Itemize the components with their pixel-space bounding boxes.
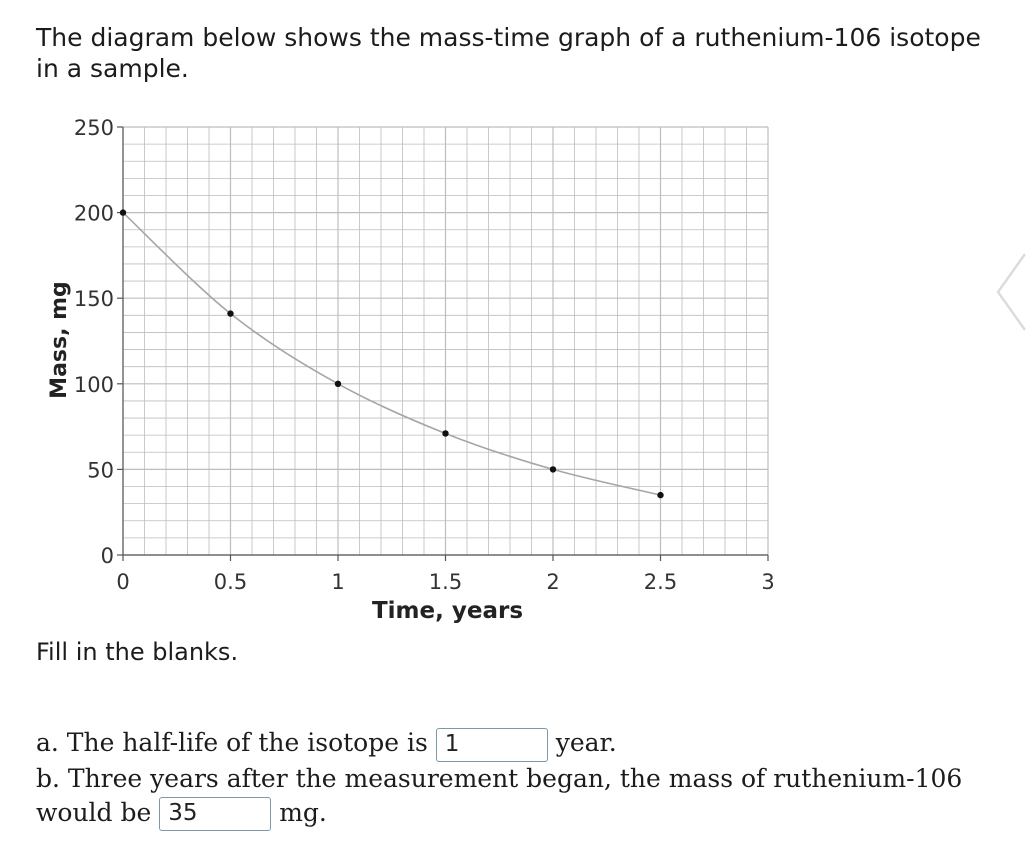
x-tick-label: 2 (546, 570, 559, 594)
part-a-text: a. The half-life of the isotope is (36, 728, 428, 757)
chart-axes (117, 126, 769, 561)
part-a-unit: year. (555, 728, 617, 757)
data-point (442, 430, 449, 437)
part-a: a. The half-life of the isotope is 1 yea… (36, 726, 1011, 762)
data-point (334, 380, 342, 387)
part-b-unit: mg. (279, 797, 327, 827)
x-axis-title: Time, years (372, 598, 523, 624)
x-tick-label: 2.5 (644, 570, 677, 594)
x-tick-label: 1 (331, 570, 344, 594)
mass-answer-input[interactable]: 35 (159, 797, 272, 831)
y-axis-title: Mass, mg (47, 281, 72, 399)
y-tick-label: 100 (74, 373, 114, 397)
part-b: b. Three years after the measurement beg… (36, 762, 1011, 831)
mass-time-chart: 0 50 100 150 200 250 0 0.5 1 1.5 2 2.5 3 Time, years M… (47, 116, 775, 624)
y-tick-label: 0 (101, 544, 114, 568)
x-tick-label: 0.5 (214, 570, 247, 594)
y-tick-label: 250 (74, 116, 114, 140)
question-parts: a. The half-life of the isotope is 1 yea… (36, 726, 1011, 831)
y-tick-label: 150 (74, 287, 114, 311)
decay-curve (122, 212, 661, 496)
y-tick-label: 200 (74, 202, 114, 226)
x-tick-label: 1.5 (429, 570, 462, 594)
chart-grid (122, 126, 769, 556)
question-intro: The diagram below shows the mass-time gr… (36, 23, 981, 83)
part-b-text: b. Three years after the measurement beg… (36, 763, 963, 827)
chart-labels: 0 50 100 150 200 250 0 0.5 1 1.5 2 2.5 3 Time, years M… (47, 116, 775, 624)
chart-series (119, 209, 664, 499)
chevron-left-icon[interactable] (994, 252, 1026, 332)
data-point (227, 310, 234, 317)
data-point (119, 209, 127, 216)
x-tick-label: 0 (116, 570, 129, 594)
y-tick-label: 50 (87, 458, 114, 482)
data-point (657, 491, 664, 499)
x-tick-label: 3 (761, 570, 774, 594)
data-point (549, 466, 557, 473)
half-life-answer-input[interactable]: 1 (435, 727, 548, 762)
instruction-text: Fill in the blanks. (36, 638, 239, 666)
